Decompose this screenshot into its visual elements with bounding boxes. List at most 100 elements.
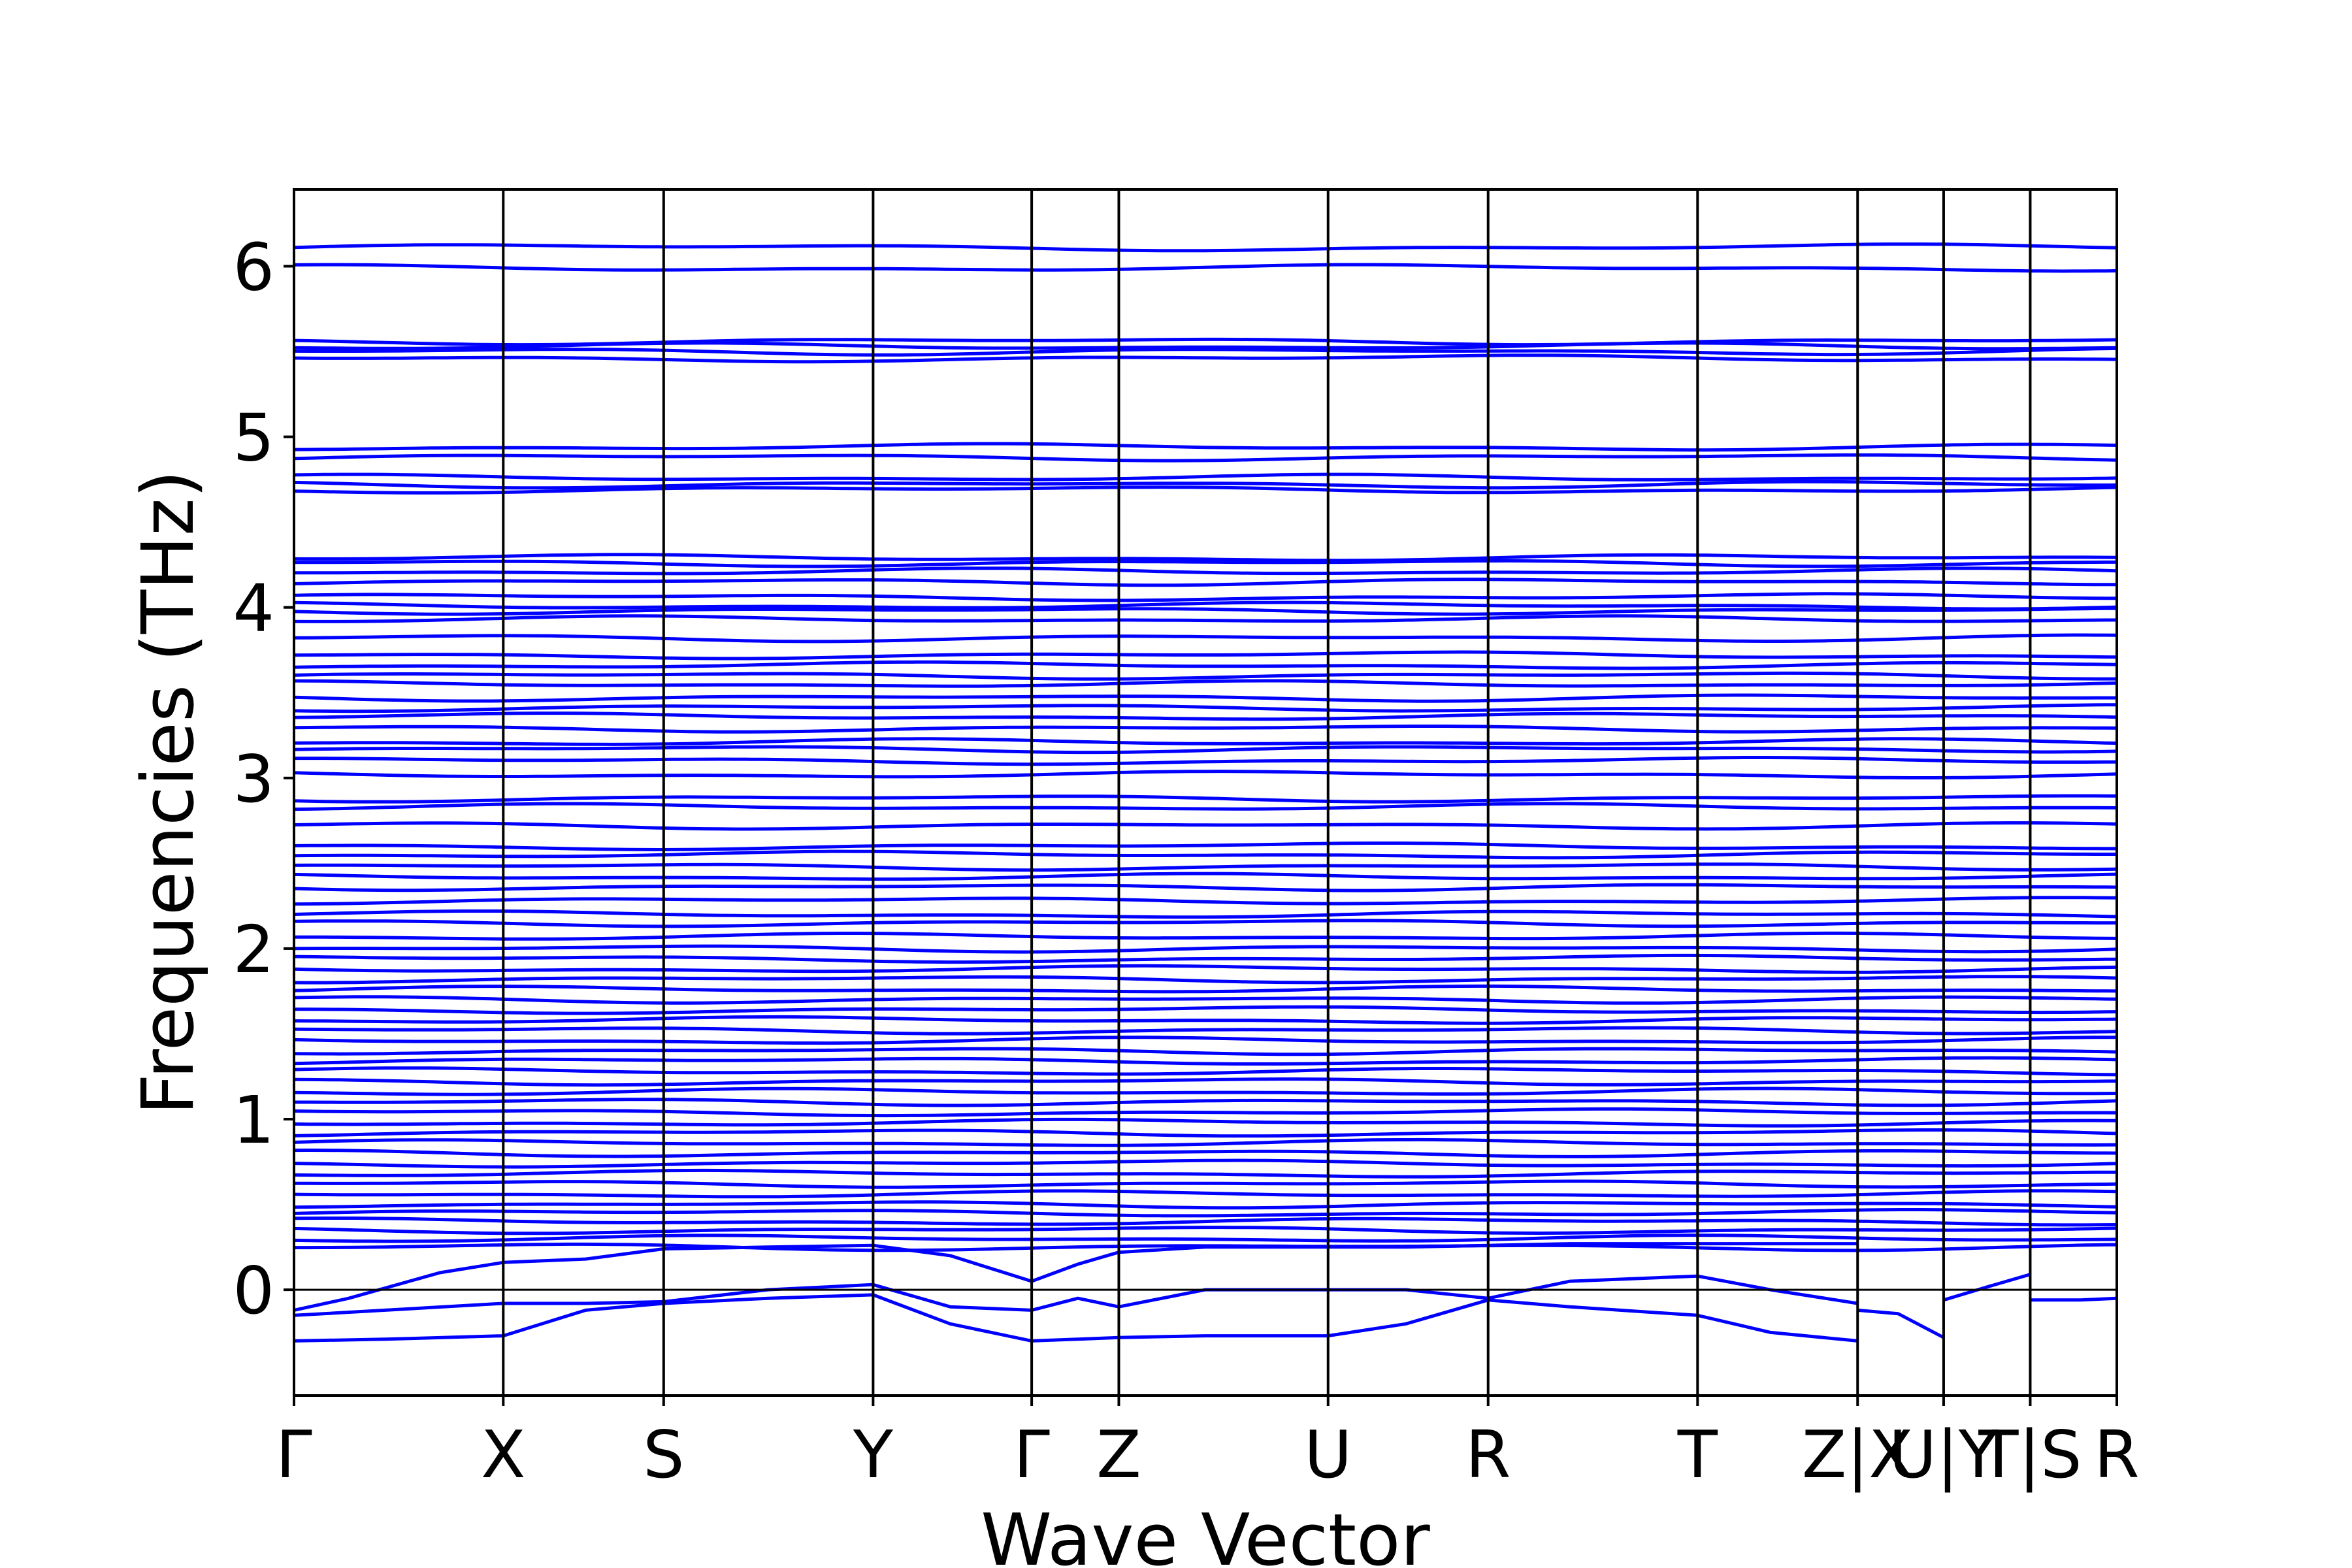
phonon-band — [294, 1015, 1858, 1025]
phonon-band — [1943, 1142, 2031, 1147]
phonon-band — [1857, 864, 1944, 871]
phonon-band — [1857, 338, 1944, 342]
phonon-band — [294, 592, 1858, 602]
phonon-band — [1943, 242, 2031, 248]
acoustic-band — [294, 1242, 1858, 1312]
y-tick-label: 6 — [233, 229, 274, 305]
phonon-band — [1943, 1221, 2031, 1226]
phonon-band — [1943, 346, 2031, 351]
phonon-band — [1943, 1031, 2031, 1036]
phonon-band — [1943, 348, 2031, 355]
phonon-band — [1943, 933, 2031, 939]
x-tick-label: Y — [853, 1416, 894, 1493]
phonon-band — [2030, 749, 2117, 754]
phonon-band — [1943, 704, 2031, 710]
phonon-band — [1943, 634, 2031, 640]
phonon-band — [2030, 846, 2117, 851]
x-tick-label: Z|X — [1802, 1416, 1914, 1493]
phonon-band — [294, 711, 1858, 721]
phonon-band — [1943, 774, 2031, 779]
phonon-band — [1857, 1088, 1944, 1094]
phonon-band — [1857, 988, 1944, 993]
phonon-band — [1857, 806, 1944, 811]
phonon-band — [1857, 757, 1944, 762]
phonon-band — [1857, 1039, 1944, 1044]
phonon-band — [294, 693, 1858, 703]
phonon-band — [1857, 970, 1944, 974]
phonon-band — [1857, 948, 1944, 953]
phonon-band — [294, 1226, 1858, 1235]
phonon-band — [294, 1148, 1858, 1158]
phonon-band — [294, 725, 1858, 734]
phonon-band — [1857, 1236, 1944, 1241]
phonon-band — [2030, 714, 2117, 719]
phonon-band — [1944, 995, 2031, 1000]
x-tick-label: R — [2094, 1416, 2139, 1493]
acoustic-band — [1943, 1273, 2031, 1302]
phonon-band — [1943, 1119, 2031, 1125]
phonon-band — [1943, 759, 2031, 764]
y-tick-label: 0 — [233, 1252, 274, 1329]
phonon-band — [294, 1026, 1858, 1036]
phonon-band — [294, 984, 1858, 994]
phonon-band — [2030, 957, 2117, 962]
phonon-band — [1943, 1079, 2031, 1084]
phonon-band — [1857, 727, 1944, 732]
phonon-band — [1943, 821, 2031, 826]
phonon-band — [1857, 443, 1944, 449]
phonon-band — [2030, 1056, 2117, 1062]
phonon-band — [1943, 454, 2031, 460]
phonon-band — [2030, 867, 2117, 872]
phonon-band — [2030, 1049, 2117, 1054]
phonon-band — [294, 578, 1858, 587]
phonon-band — [2030, 975, 2117, 980]
phonon-band — [2030, 606, 2117, 612]
bands-layer — [294, 242, 2117, 1343]
phonon-band — [1857, 1184, 1944, 1189]
phonon-band — [294, 1098, 1858, 1107]
phonon-band — [1857, 672, 1944, 678]
y-tick-label: 5 — [233, 400, 274, 476]
phonon-band — [2030, 244, 2117, 250]
phonon-band — [2030, 456, 2117, 462]
phonon-band — [1943, 1090, 2031, 1095]
phonon-band — [294, 1137, 1858, 1147]
phonon-band — [294, 1036, 1858, 1045]
phonon-band — [1857, 1190, 1944, 1197]
phonon-band — [294, 745, 1858, 755]
phonon-band — [2030, 654, 2117, 659]
phonon-band — [1857, 1208, 1944, 1212]
phonon-band — [1944, 661, 2031, 665]
phonon-band — [2030, 476, 2117, 481]
phonon-band — [1857, 776, 1944, 779]
phonon-band — [1857, 795, 1944, 800]
phonon-band — [2030, 1071, 2117, 1077]
y-axis-ticks: 0 1 2 3 4 5 6 — [233, 229, 294, 1329]
phonon-band — [294, 756, 1858, 766]
phonon-band — [1857, 1149, 1944, 1153]
phonon-band — [294, 931, 1858, 941]
phonon-band — [1943, 1245, 2031, 1251]
phonon-band — [1943, 593, 2031, 599]
phonon-band — [1857, 694, 1944, 700]
phonon-band — [294, 650, 1858, 661]
phonon-band — [294, 607, 1858, 616]
plot-frame — [293, 188, 2118, 1397]
phonon-band — [1943, 1009, 2031, 1014]
phonon-band — [1943, 561, 2031, 566]
phonon-band — [1943, 867, 2031, 872]
phonon-band — [1857, 1219, 1944, 1225]
phonon-band — [1857, 480, 1944, 485]
phonon-band — [294, 1158, 1858, 1169]
phonon-band — [1943, 1189, 2031, 1194]
phonon-band — [1943, 566, 2031, 570]
phonon-band — [2030, 633, 2117, 638]
x-tick-label: S — [643, 1416, 684, 1493]
phonon-band — [2030, 703, 2117, 708]
phonon-band — [2030, 1036, 2117, 1040]
phonon-band — [294, 341, 1858, 350]
phonon-band — [1943, 1208, 2031, 1213]
phonon-band — [2030, 739, 2117, 745]
x-tick-label: U — [1304, 1416, 1352, 1493]
phonon-band — [2030, 852, 2117, 856]
